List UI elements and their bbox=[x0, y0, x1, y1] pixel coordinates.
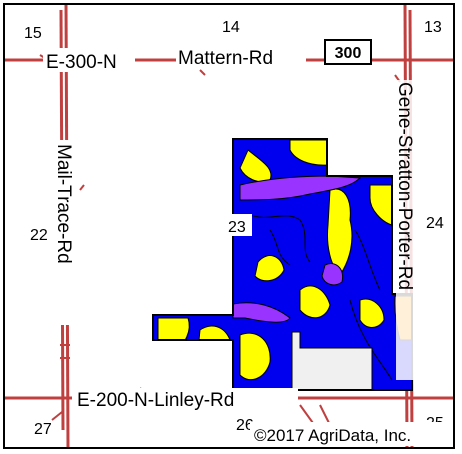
section-number: 14 bbox=[222, 19, 240, 36]
section-number: 15 bbox=[24, 25, 42, 42]
soil-purple-area bbox=[239, 175, 362, 201]
road-label-top-name: Mattern-Rd bbox=[178, 48, 273, 69]
section-number: 27 bbox=[34, 421, 52, 438]
map-frame bbox=[3, 3, 455, 449]
copyright-bg bbox=[250, 422, 453, 446]
road-label-bg bbox=[396, 80, 420, 380]
section-number: 23 bbox=[228, 219, 246, 236]
route-badge-box bbox=[324, 39, 372, 65]
soil-yellow-area bbox=[299, 285, 331, 319]
field-outline bbox=[152, 138, 413, 391]
road-label-bg bbox=[43, 48, 135, 72]
section-number: 13 bbox=[424, 19, 442, 36]
soil-yellow-area bbox=[327, 188, 353, 276]
route-badge-label: 300 bbox=[335, 45, 362, 62]
road-label-bottom: E-200-N-Linley-Rd bbox=[77, 390, 234, 411]
road-label-bg bbox=[176, 44, 306, 68]
road-label-bg bbox=[54, 140, 78, 325]
section-number: 22 bbox=[30, 227, 48, 244]
road-label-bg bbox=[72, 388, 298, 410]
soil-purple-area bbox=[321, 263, 344, 286]
copyright-text: ©2017 AgriData, Inc. bbox=[254, 426, 411, 445]
section-number: 24 bbox=[426, 215, 444, 232]
road-label-top: E-300-N bbox=[46, 52, 117, 73]
soil-yellow-area bbox=[254, 255, 285, 282]
road-label-right: Gene-Stratton-Porter-Rd bbox=[394, 82, 415, 290]
soil-yellow-area bbox=[239, 332, 271, 380]
soil-boundary-lines bbox=[249, 214, 393, 381]
section-number-bg bbox=[226, 214, 252, 236]
excluded-area bbox=[291, 331, 373, 390]
soil-yellow-area bbox=[359, 298, 385, 328]
road-label-left: Mail-Trace-Rd bbox=[53, 144, 74, 264]
soil-purple-area bbox=[232, 302, 291, 323]
section-number: 26 bbox=[236, 417, 254, 434]
